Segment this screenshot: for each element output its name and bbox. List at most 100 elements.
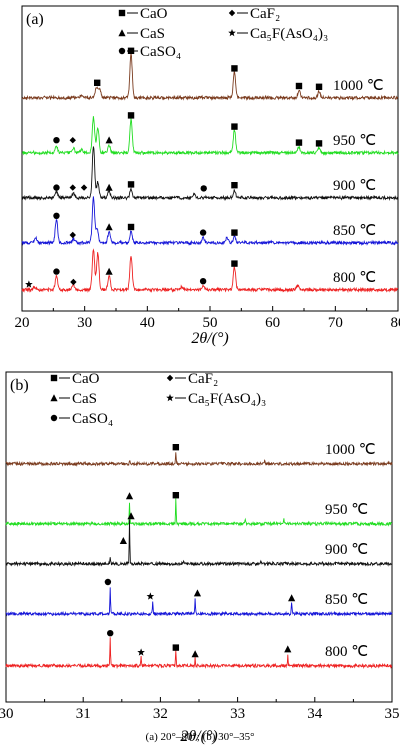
legend-label: Ca₅F(AsO₄)₃: [250, 26, 328, 42]
panel-label: (b): [10, 377, 29, 394]
phase-marker-circle: [107, 630, 114, 637]
legend-marker-circle: [118, 47, 126, 55]
phase-marker-circle: [53, 212, 60, 219]
phase-marker-square: [231, 123, 238, 130]
series-line: [5, 637, 393, 670]
x-tick-label: 33: [230, 706, 245, 722]
panel-label: (a): [26, 11, 44, 28]
phase-marker-square: [94, 79, 101, 86]
series-line: [21, 116, 399, 156]
phase-marker-star: [25, 280, 33, 288]
series-label: 950 ℃: [325, 502, 368, 518]
series-line: [21, 146, 399, 201]
phase-marker-diamond: [69, 231, 76, 239]
legend-marker-square: [50, 374, 58, 382]
phase-marker-square: [127, 223, 135, 231]
x-tick-label: 20: [15, 315, 30, 331]
series-label: 950 ℃: [333, 133, 376, 149]
phase-marker-triangle: [288, 594, 296, 602]
x-axis-label: 2θ/(°): [191, 330, 228, 347]
plot-frame: [21, 5, 399, 312]
phase-marker-star: [137, 648, 145, 656]
series-line: [5, 587, 393, 617]
phase-marker-square: [315, 140, 323, 147]
x-tick-label: 40: [140, 315, 155, 331]
phase-marker-triangle: [105, 136, 113, 144]
legend-marker-star: [166, 394, 174, 402]
phase-marker-square: [295, 82, 303, 90]
series-line: [21, 53, 399, 101]
x-tick-label: 32: [153, 706, 168, 722]
phase-marker-triangle: [105, 183, 113, 191]
x-tick-label: 70: [328, 315, 343, 331]
phase-marker-triangle: [193, 589, 202, 597]
legend-label: CaS: [72, 391, 97, 407]
phase-marker-square: [127, 181, 135, 188]
legend-label: CaS: [140, 26, 165, 42]
x-tick-label: 34: [307, 706, 323, 722]
phase-marker-square: [172, 644, 180, 651]
series-label: 900 ℃: [333, 178, 376, 194]
series-label: 800 ℃: [325, 644, 368, 660]
phase-marker-diamond: [69, 184, 76, 191]
legend-marker-circle: [50, 414, 58, 422]
series-label: 850 ℃: [333, 223, 376, 239]
phase-marker-circle: [53, 268, 60, 275]
legend-marker-square: [118, 9, 126, 17]
legend-label: CaO: [72, 371, 100, 387]
series-line: [5, 452, 393, 467]
legend-marker-star: [228, 29, 236, 37]
x-tick-label: 50: [203, 315, 218, 331]
legend-label: CaSO₄: [140, 44, 181, 60]
series-label: 850 ℃: [325, 592, 368, 608]
legend-label: CaO: [140, 6, 168, 22]
series-label: 1000 ℃: [333, 78, 384, 94]
legend-label: CaF₂: [250, 6, 280, 22]
phase-marker-square: [231, 65, 238, 72]
series-line: [5, 519, 393, 567]
phase-marker-diamond: [80, 184, 88, 191]
legend-label: CaF₂: [188, 371, 218, 387]
phase-marker-square: [231, 229, 238, 236]
legend-marker-triangle: [118, 29, 126, 37]
phase-marker-diamond: [69, 137, 76, 144]
legend-marker-diamond: [228, 9, 236, 17]
phase-marker-square: [172, 492, 180, 499]
x-tick-label: 30: [77, 315, 92, 331]
series-line: [21, 248, 398, 294]
x-tick-label: 80: [391, 315, 400, 331]
phase-marker-triangle: [127, 512, 135, 520]
figure-caption: (a) 20°–80°; (b) 30°–35°: [145, 731, 255, 743]
phase-marker-triangle: [191, 650, 199, 658]
legend-marker-diamond: [166, 374, 174, 382]
phase-marker-circle: [199, 278, 207, 285]
phase-marker-star: [146, 592, 155, 600]
series-label: 900 ℃: [325, 542, 368, 558]
legend-label: CaSO₄: [72, 411, 113, 427]
phase-marker-circle: [53, 184, 60, 191]
x-tick-label: 35: [385, 706, 400, 722]
x-tick-label: 31: [76, 706, 91, 722]
series-label: 800 ℃: [333, 270, 376, 286]
phase-marker-square: [231, 260, 238, 267]
phase-marker-triangle: [284, 645, 292, 653]
series-line: [21, 196, 399, 247]
phase-marker-triangle: [119, 537, 127, 544]
phase-marker-circle: [104, 578, 112, 586]
phase-marker-circle: [53, 137, 60, 144]
phase-marker-square: [315, 83, 323, 90]
phase-marker-triangle: [105, 267, 113, 275]
legend-marker-triangle: [50, 394, 58, 402]
phase-marker-triangle: [125, 492, 134, 500]
phase-marker-square: [127, 112, 135, 119]
phase-marker-triangle: [105, 223, 113, 231]
x-axis-label: 2θ/(°): [180, 728, 217, 745]
legend-label: Ca₅F(AsO₄)₃: [188, 391, 266, 407]
x-tick-label: 60: [265, 315, 280, 331]
phase-marker-square: [172, 444, 180, 451]
phase-marker-circle: [199, 229, 207, 236]
series-label: 1000 ℃: [325, 442, 376, 458]
phase-marker-diamond: [70, 278, 77, 286]
x-tick-label: 30: [0, 706, 14, 722]
